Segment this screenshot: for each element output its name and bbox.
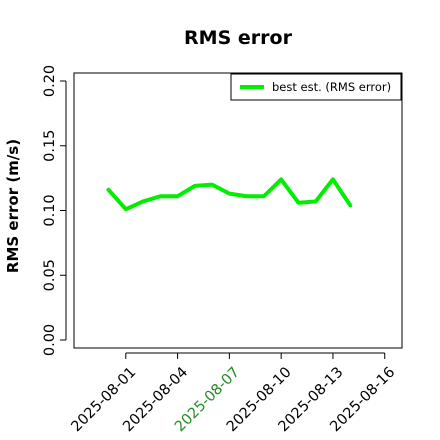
y-tick-label: 0.20: [42, 65, 58, 97]
y-tick-label: 0.10: [42, 194, 58, 226]
chart-title: RMS error: [184, 27, 293, 49]
data-point: [331, 177, 335, 181]
data-point: [141, 199, 145, 203]
data-point: [262, 194, 266, 198]
data-point: [245, 194, 249, 198]
data-point: [210, 183, 214, 187]
series-layer: [106, 177, 353, 212]
data-point: [176, 194, 180, 198]
data-point: [158, 194, 162, 198]
data-point: [296, 201, 300, 205]
y-tick-label: 0.00: [42, 324, 58, 356]
data-point: [227, 192, 231, 196]
data-point: [107, 188, 111, 192]
x-axis: 2025-08-012025-08-042025-08-072025-08-10…: [68, 352, 398, 435]
legend: best est. (RMS error): [230, 73, 402, 101]
data-point: [124, 207, 128, 211]
data-point: [279, 177, 283, 181]
y-tick-label: 0.05: [42, 259, 58, 291]
data-point: [348, 203, 352, 207]
data-point: [193, 184, 197, 188]
legend-label: best est. (RMS error): [272, 80, 391, 94]
plot-frame: [73, 72, 403, 349]
data-point: [314, 199, 318, 203]
y-tick-label: 0.15: [42, 130, 58, 162]
y-axis: 0.00 0.05 0.10 0.15 0.20: [42, 65, 67, 356]
y-axis-label: RMS error (m/s): [4, 139, 22, 273]
